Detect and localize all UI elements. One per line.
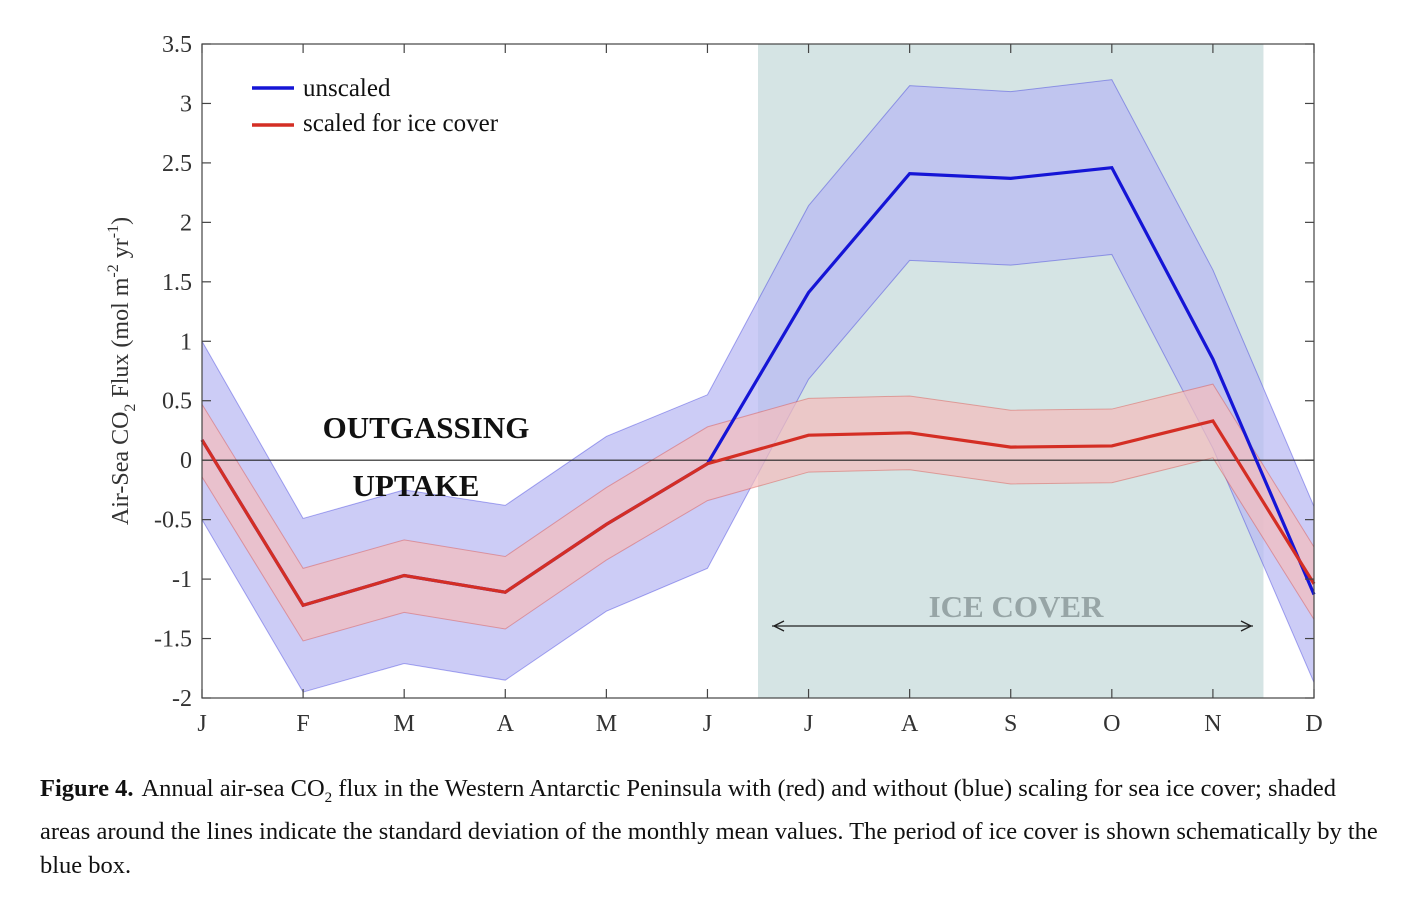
chart: -2 -1.5 -1 -0.5 0 0.5 1 1.5 2 2.5 3 3.5 J F M A M J J A S O N D…: [105, 32, 1323, 737]
legend-label-scaled: scaled for ice cover: [303, 110, 499, 137]
y-tick-label: 1.5: [162, 270, 192, 296]
ice-cover-label: ICE COVER: [929, 589, 1104, 624]
y-tick-label: -1.5: [154, 627, 192, 653]
y-tick-label: 2: [180, 210, 192, 236]
line-scaled: [200, 419, 1316, 608]
legend-label-unscaled: unscaled: [303, 75, 391, 102]
figure-caption: Figure 4. Annual air-sea CO2 flux in the …: [40, 772, 1390, 883]
x-tick-label: S: [1004, 711, 1017, 737]
x-tick-label: O: [1103, 711, 1120, 737]
y-tick-label: 0.5: [162, 389, 192, 415]
y-tick-label: 3: [180, 91, 192, 117]
y-tick-label: -1: [172, 567, 192, 593]
caption-text-start: Annual air-sea CO: [141, 775, 325, 802]
y-tick-label: 2.5: [162, 151, 192, 177]
series-lines: [200, 165, 1316, 608]
figure-label: Figure 4.: [40, 775, 134, 802]
x-tick-label: F: [296, 711, 309, 737]
caption-subscript: 2: [324, 789, 333, 806]
x-tick-label: M: [394, 711, 415, 737]
plot-frame: [201, 43, 1315, 699]
legend: unscaled scaled for ice cover: [252, 75, 499, 137]
y-tick-label: 1: [180, 329, 192, 355]
x-tick-label: M: [596, 711, 617, 737]
y-axis-label: Air-Sea CO2 Flux (mol m-2 yr-1): [105, 217, 139, 525]
x-tick-label: J: [804, 711, 813, 737]
y-tick-label: 0: [180, 448, 192, 474]
outgassing-label: OUTGASSING: [323, 410, 530, 445]
x-tick-label: D: [1305, 711, 1322, 737]
axis-ticks: -2 -1.5 -1 -0.5 0 0.5 1 1.5 2 2.5 3 3.5 J F M A M J J A S O N D: [154, 32, 1323, 737]
x-tick-label: A: [901, 711, 919, 737]
y-tick-label: 3.5: [162, 32, 192, 58]
y-tick-label: -2: [172, 686, 192, 712]
y-tick-label: -0.5: [154, 508, 192, 534]
x-tick-label: A: [497, 711, 515, 737]
x-tick-label: J: [703, 711, 712, 737]
uptake-label: UPTAKE: [353, 468, 480, 503]
caption-text-rest: flux in the Western Antarctic Peninsula …: [40, 775, 1378, 879]
x-tick-label: N: [1204, 711, 1221, 737]
x-tick-label: J: [197, 711, 206, 737]
ice-cover-arrow: [772, 620, 1253, 632]
